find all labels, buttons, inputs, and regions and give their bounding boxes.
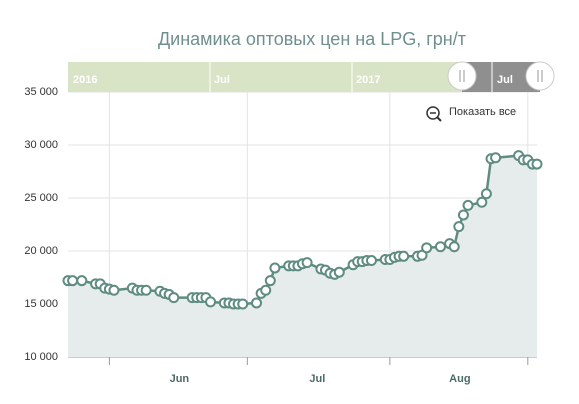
y-tick-label: 30 000 <box>24 139 58 151</box>
point <box>480 188 492 200</box>
point <box>365 255 377 267</box>
point <box>421 242 433 254</box>
point <box>448 241 460 253</box>
reset-label: Показать все <box>449 106 516 118</box>
point <box>205 296 217 308</box>
y-tick-label: 10 000 <box>24 351 58 363</box>
y-tick-label: 20 000 <box>24 245 58 257</box>
navigator-label: 2017 <box>356 74 380 86</box>
point <box>260 284 272 296</box>
y-tick-label: 35 000 <box>24 86 58 98</box>
y-tick-label: 15 000 <box>24 298 58 310</box>
x-tick-label: Aug <box>449 373 470 385</box>
navigator-handle[interactable] <box>525 61 555 91</box>
point <box>251 297 263 309</box>
navigator-label: Jul <box>214 74 230 86</box>
point <box>434 241 446 253</box>
point <box>140 284 152 296</box>
point <box>168 292 180 304</box>
navigator[interactable]: 2016 Jul 2017 Jul <box>68 61 555 92</box>
point <box>476 196 488 208</box>
point <box>490 152 502 164</box>
navigator-handle[interactable] <box>447 61 477 91</box>
point <box>453 221 465 233</box>
point <box>333 266 345 278</box>
point <box>237 298 249 310</box>
zoom-icon <box>426 106 440 120</box>
point <box>269 262 281 274</box>
navigator-band <box>68 62 488 92</box>
point <box>108 284 120 296</box>
navigator-label: Jul <box>497 74 513 86</box>
point <box>457 209 469 221</box>
y-tick-label: 25 000 <box>24 192 58 204</box>
area <box>68 155 537 357</box>
reset-button[interactable]: Показать все <box>426 106 516 122</box>
navigator-label: 2016 <box>73 74 97 86</box>
point <box>67 275 79 287</box>
point <box>531 158 543 170</box>
x-tick-label: Jun <box>170 373 190 385</box>
point <box>264 275 276 287</box>
point <box>301 257 313 269</box>
point <box>76 275 88 287</box>
chart-title: Динамика оптовых цен на LPG, грн/т <box>158 29 466 49</box>
point <box>462 199 474 211</box>
point <box>398 250 410 262</box>
zoom-icon <box>436 116 442 122</box>
x-tick-label: Jul <box>309 373 325 385</box>
